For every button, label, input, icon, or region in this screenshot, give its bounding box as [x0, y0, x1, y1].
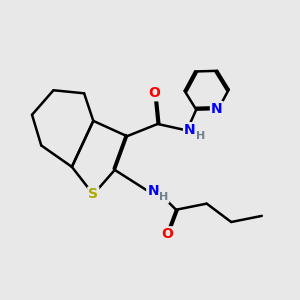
Text: N: N — [184, 123, 196, 137]
Text: N: N — [211, 102, 223, 116]
Text: O: O — [161, 227, 173, 241]
Text: S: S — [88, 188, 98, 201]
Text: O: O — [149, 86, 161, 100]
Text: H: H — [159, 193, 168, 202]
Text: N: N — [147, 184, 159, 198]
Text: H: H — [196, 131, 205, 141]
